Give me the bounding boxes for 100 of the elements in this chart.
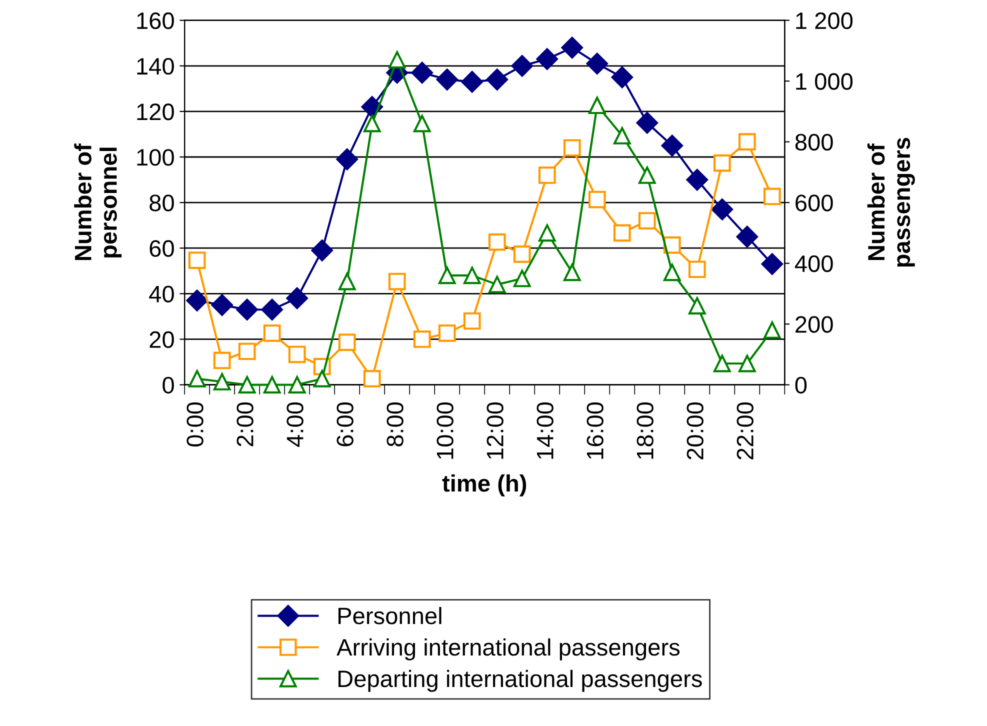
point bbox=[661, 134, 684, 156]
y2-tick-label: 600 bbox=[796, 194, 833, 212]
point bbox=[688, 260, 706, 278]
point bbox=[763, 321, 781, 339]
point bbox=[236, 298, 258, 320]
point bbox=[763, 188, 781, 206]
y2-tick-label: 800 bbox=[795, 134, 833, 151]
y2-tick-label: 200 bbox=[796, 316, 833, 333]
point bbox=[211, 294, 233, 316]
y-axis-title: Number of personnel bbox=[74, 143, 122, 260]
point bbox=[638, 212, 656, 230]
point bbox=[561, 36, 583, 59]
point bbox=[738, 354, 756, 372]
x-tick-label: 22:00 bbox=[736, 402, 754, 460]
point bbox=[361, 96, 383, 118]
x-tick-label: 18:00 bbox=[636, 402, 654, 459]
x-tick-label: 6:00 bbox=[336, 402, 354, 446]
x-tick-label: 14:00 bbox=[536, 402, 554, 459]
point bbox=[413, 330, 431, 348]
point bbox=[663, 264, 681, 282]
y-tick-label: 60 bbox=[150, 240, 174, 257]
point bbox=[213, 352, 231, 370]
point bbox=[363, 370, 381, 388]
point bbox=[336, 148, 358, 170]
y-tick-label: 80 bbox=[150, 194, 174, 212]
point bbox=[513, 270, 531, 288]
point bbox=[263, 324, 281, 342]
point bbox=[213, 373, 231, 390]
point bbox=[438, 266, 456, 284]
point bbox=[461, 70, 483, 93]
point bbox=[613, 224, 631, 242]
y-tick-label: 40 bbox=[149, 286, 174, 302]
y2-tick-label: 0 bbox=[795, 376, 807, 394]
point bbox=[686, 168, 708, 191]
point bbox=[436, 68, 458, 90]
point bbox=[586, 52, 608, 74]
point bbox=[488, 276, 506, 294]
x-tick-label: 4:00 bbox=[286, 402, 304, 447]
point bbox=[413, 114, 431, 132]
point bbox=[188, 370, 206, 388]
y-tick-label: 0 bbox=[162, 376, 174, 394]
point bbox=[663, 236, 681, 254]
y2-tick-label: 1 200 bbox=[796, 12, 853, 30]
x-tick-label: 20:00 bbox=[686, 402, 704, 460]
point bbox=[711, 198, 734, 220]
point bbox=[636, 112, 658, 134]
point bbox=[186, 290, 208, 312]
x-tick-label: 16:00 bbox=[586, 402, 604, 459]
point bbox=[388, 51, 406, 68]
point bbox=[538, 166, 556, 184]
point bbox=[288, 376, 306, 394]
legend-label: Personnel bbox=[338, 606, 442, 624]
y-tick-label: 100 bbox=[137, 149, 174, 166]
point bbox=[313, 370, 331, 388]
point bbox=[486, 68, 508, 90]
x-tick-label: 2:00 bbox=[236, 402, 254, 446]
point bbox=[563, 139, 581, 157]
point bbox=[761, 253, 784, 275]
point bbox=[388, 272, 406, 290]
x-tick-label: 0:00 bbox=[186, 402, 204, 446]
x-tick-label: 10:00 bbox=[436, 402, 454, 459]
point bbox=[513, 246, 531, 263]
y2-tick-label: 400 bbox=[794, 255, 833, 272]
legend-label: Arriving international passengers bbox=[336, 638, 680, 660]
point bbox=[613, 127, 631, 144]
point bbox=[338, 272, 356, 290]
point bbox=[463, 312, 481, 330]
y-tick-label: 120 bbox=[137, 104, 174, 120]
y2-tick-label: 1 000 bbox=[796, 73, 853, 90]
point bbox=[738, 133, 756, 150]
y2-axis-title: Number of passengers bbox=[867, 138, 915, 267]
point bbox=[286, 287, 308, 310]
point bbox=[736, 226, 758, 248]
y-tick-label: 160 bbox=[137, 12, 174, 30]
point bbox=[588, 190, 606, 208]
legend-label: Departing international passengers bbox=[338, 670, 702, 692]
point bbox=[311, 240, 333, 262]
point bbox=[611, 66, 634, 88]
point bbox=[288, 346, 306, 364]
y-tick-label: 20 bbox=[150, 331, 174, 348]
point bbox=[536, 48, 558, 70]
point bbox=[238, 342, 256, 360]
point bbox=[588, 96, 606, 114]
x-tick-label: 8:00 bbox=[386, 402, 404, 446]
point bbox=[463, 266, 481, 284]
point bbox=[488, 233, 506, 251]
point bbox=[688, 297, 706, 314]
point bbox=[638, 166, 656, 184]
point bbox=[511, 55, 533, 77]
point bbox=[238, 376, 256, 394]
point bbox=[411, 62, 433, 84]
x-axis-title: time (h) bbox=[442, 474, 526, 496]
point bbox=[188, 252, 206, 269]
point bbox=[713, 154, 731, 172]
point bbox=[261, 298, 283, 320]
point bbox=[563, 264, 581, 282]
point bbox=[438, 324, 456, 342]
point bbox=[713, 354, 731, 372]
x-tick-label: 12:00 bbox=[486, 402, 504, 459]
y-tick-label: 140 bbox=[137, 58, 174, 75]
